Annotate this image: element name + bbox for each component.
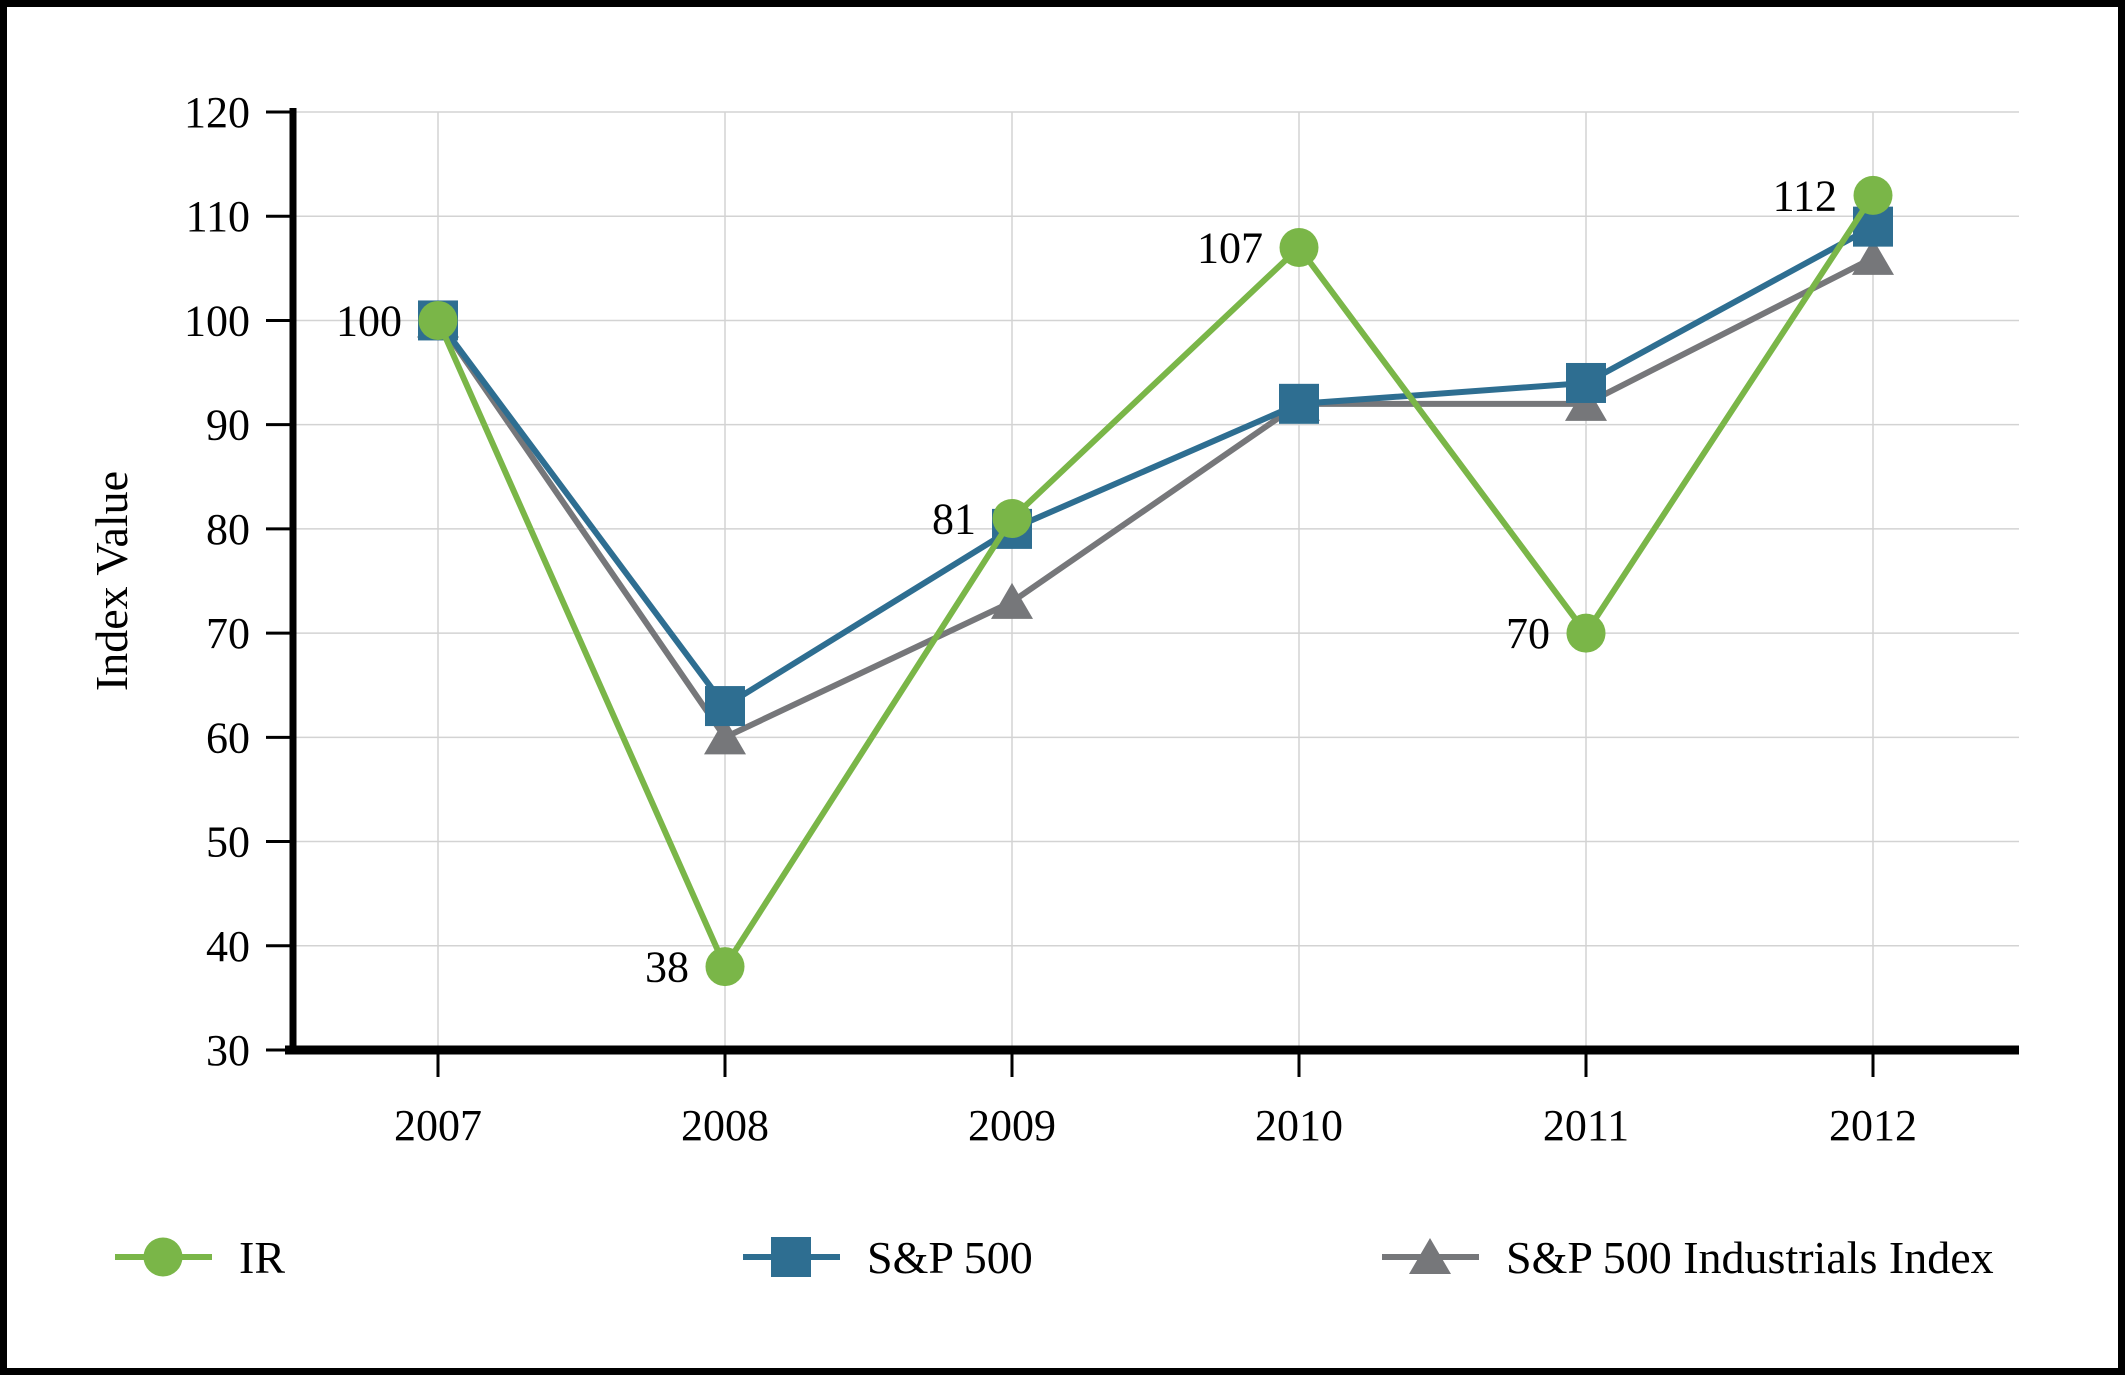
data-point-marker <box>705 686 745 727</box>
x-tick-label: 2008 <box>681 1101 769 1150</box>
data-point-label: 100 <box>336 296 402 345</box>
legend-marker-triangle <box>1409 1238 1451 1274</box>
y-axis-title: Index Value <box>86 471 137 691</box>
data-point-marker <box>704 718 746 755</box>
y-tick-label: 60 <box>206 713 250 762</box>
y-tick-label: 110 <box>186 192 250 241</box>
data-point-marker <box>418 300 458 340</box>
y-tick-label: 90 <box>206 401 250 450</box>
legend-marker-circle <box>143 1237 183 1277</box>
data-point-marker <box>1853 175 1893 215</box>
y-tick-label: 40 <box>206 922 250 971</box>
data-point-label: 81 <box>932 494 976 543</box>
data-point-marker <box>705 947 745 987</box>
data-point-label: 70 <box>1506 609 1550 658</box>
data-point-marker <box>1852 238 1894 275</box>
x-tick-label: 2010 <box>1255 1101 1343 1150</box>
x-tick-label: 2011 <box>1543 1101 1629 1150</box>
series-line-1 <box>435 193 1876 973</box>
data-point-marker <box>1279 227 1319 267</box>
y-tick-label: 80 <box>206 505 250 554</box>
series-line-3 <box>435 255 1875 742</box>
x-tick-label: 2009 <box>968 1101 1056 1150</box>
legend-label: S&P 500 <box>867 1232 1033 1283</box>
data-point-label: 38 <box>645 943 689 992</box>
y-tick-label: 100 <box>184 296 250 345</box>
data-point-marker <box>991 582 1033 619</box>
y-tick-label: 30 <box>206 1026 250 1075</box>
data-point-label: 112 <box>1773 171 1837 220</box>
series-line-2 <box>435 224 1875 711</box>
performance-line-chart: 120 110 100 90 80 70 60 50 40 30 2007 2008 2009 2010 2… <box>86 88 2019 1283</box>
y-tick-label: 70 <box>206 609 250 658</box>
y-tick-label: 120 <box>184 88 250 137</box>
legend-marker-square <box>771 1237 811 1277</box>
data-point-marker <box>992 498 1032 538</box>
legend-label: IR <box>239 1232 285 1283</box>
x-tick-label: 2012 <box>1829 1101 1917 1150</box>
data-point-marker <box>1566 362 1606 403</box>
data-point-label: 107 <box>1197 223 1263 272</box>
legend-label: S&P 500 Industrials Index <box>1506 1232 1994 1283</box>
y-tick-label: 50 <box>206 818 250 867</box>
data-point-marker <box>1279 383 1319 424</box>
x-tick-label: 2007 <box>394 1101 482 1150</box>
data-point-marker <box>1566 613 1606 653</box>
